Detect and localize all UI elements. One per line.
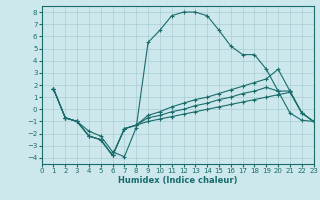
X-axis label: Humidex (Indice chaleur): Humidex (Indice chaleur) bbox=[118, 176, 237, 185]
